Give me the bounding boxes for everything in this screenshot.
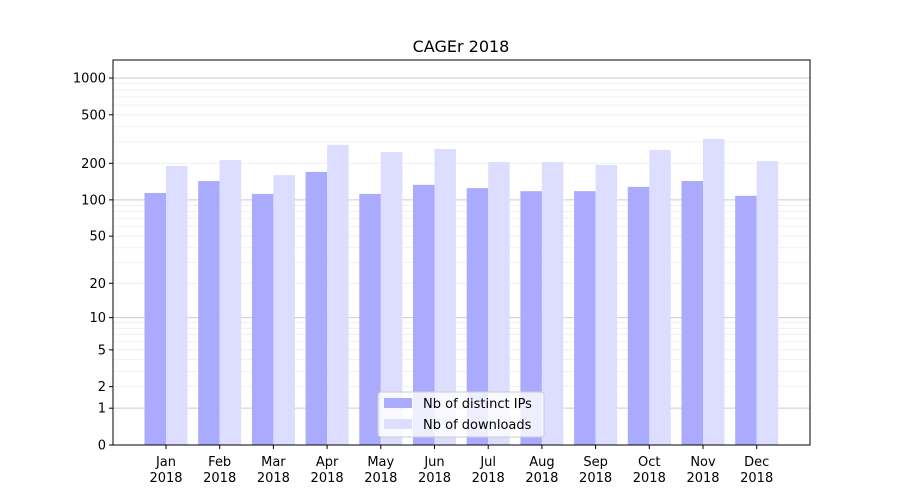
legend-box	[377, 391, 545, 438]
y-tick-label: 0	[98, 439, 106, 454]
x-tick-label: Sep	[583, 455, 608, 470]
x-tick-label: Oct	[638, 455, 660, 470]
y-tick-label: 1	[98, 402, 106, 417]
x-tick-label: Mar	[261, 455, 286, 470]
bar-distinct-ips	[627, 186, 650, 445]
y-tick-label: 200	[81, 157, 106, 172]
bar-downloads	[488, 162, 510, 445]
bar-distinct-ips	[305, 171, 328, 445]
plot-frame	[112, 59, 811, 446]
x-tick-label: 2018	[472, 471, 505, 486]
bar-distinct-ips	[144, 192, 166, 445]
legend-label: Nb of distinct IPs	[423, 397, 532, 412]
bar-distinct-ips	[251, 193, 274, 445]
bar-distinct-ips	[359, 193, 381, 445]
x-tick-label: Nov	[690, 455, 716, 470]
bar-downloads	[327, 144, 349, 445]
bar-downloads	[541, 162, 564, 445]
bar-downloads	[703, 138, 725, 445]
x-tick-label: 2018	[525, 471, 558, 486]
y-tick-label: 2	[98, 380, 106, 395]
x-tick-label: Aug	[529, 455, 554, 470]
y-tick-label: 50	[89, 230, 106, 245]
bar-downloads	[273, 175, 295, 445]
bar-downloads	[380, 151, 403, 445]
bar-distinct-ips	[520, 191, 542, 445]
chart-title: CAGEr 2018	[413, 37, 510, 56]
x-tick-label: Feb	[208, 455, 231, 470]
x-tick-label: Jul	[479, 455, 496, 470]
y-tick-label: 5	[98, 343, 106, 358]
x-tick-label: 2018	[740, 471, 773, 486]
bar-downloads	[756, 160, 779, 445]
legend-swatch	[384, 398, 412, 408]
bar-distinct-ips	[735, 195, 757, 445]
x-tick-label: 2018	[633, 471, 666, 486]
x-tick-label: 2018	[257, 471, 290, 486]
bar-distinct-ips	[466, 188, 489, 445]
bar-downloads	[166, 166, 188, 446]
y-tick-label: 500	[81, 108, 106, 123]
bar-downloads	[434, 149, 456, 445]
x-tick-label: 2018	[418, 471, 451, 486]
y-tick-label: 10	[89, 311, 106, 326]
bar-distinct-ips	[413, 184, 435, 445]
legend-label: Nb of downloads	[423, 418, 532, 433]
x-tick-label: 2018	[364, 471, 397, 486]
y-tick-label: 100	[81, 193, 106, 208]
x-tick-label: 2018	[203, 471, 236, 486]
x-tick-label: May	[367, 455, 394, 470]
x-tick-label: Dec	[744, 455, 769, 470]
y-tick-label: 20	[89, 277, 106, 292]
legend: Nb of distinct IPs Nb of downloads	[377, 391, 545, 438]
x-tick-label: Jan	[155, 455, 176, 470]
x-tick-label: 2018	[149, 471, 182, 486]
bar-downloads	[219, 159, 242, 445]
x-tick-label: 2018	[686, 471, 719, 486]
legend-swatch	[384, 419, 412, 429]
bar-distinct-ips	[574, 191, 596, 445]
bar-distinct-ips	[681, 181, 703, 445]
bar-downloads	[595, 164, 618, 445]
x-tick-label: 2018	[579, 471, 612, 486]
bar-distinct-ips	[198, 181, 220, 445]
bar-downloads	[649, 150, 671, 446]
x-tick-label: Jun	[423, 455, 444, 470]
x-tick-label: Apr	[316, 455, 339, 470]
x-tick-label: 2018	[311, 471, 344, 486]
y-tick-label: 1000	[73, 72, 106, 87]
